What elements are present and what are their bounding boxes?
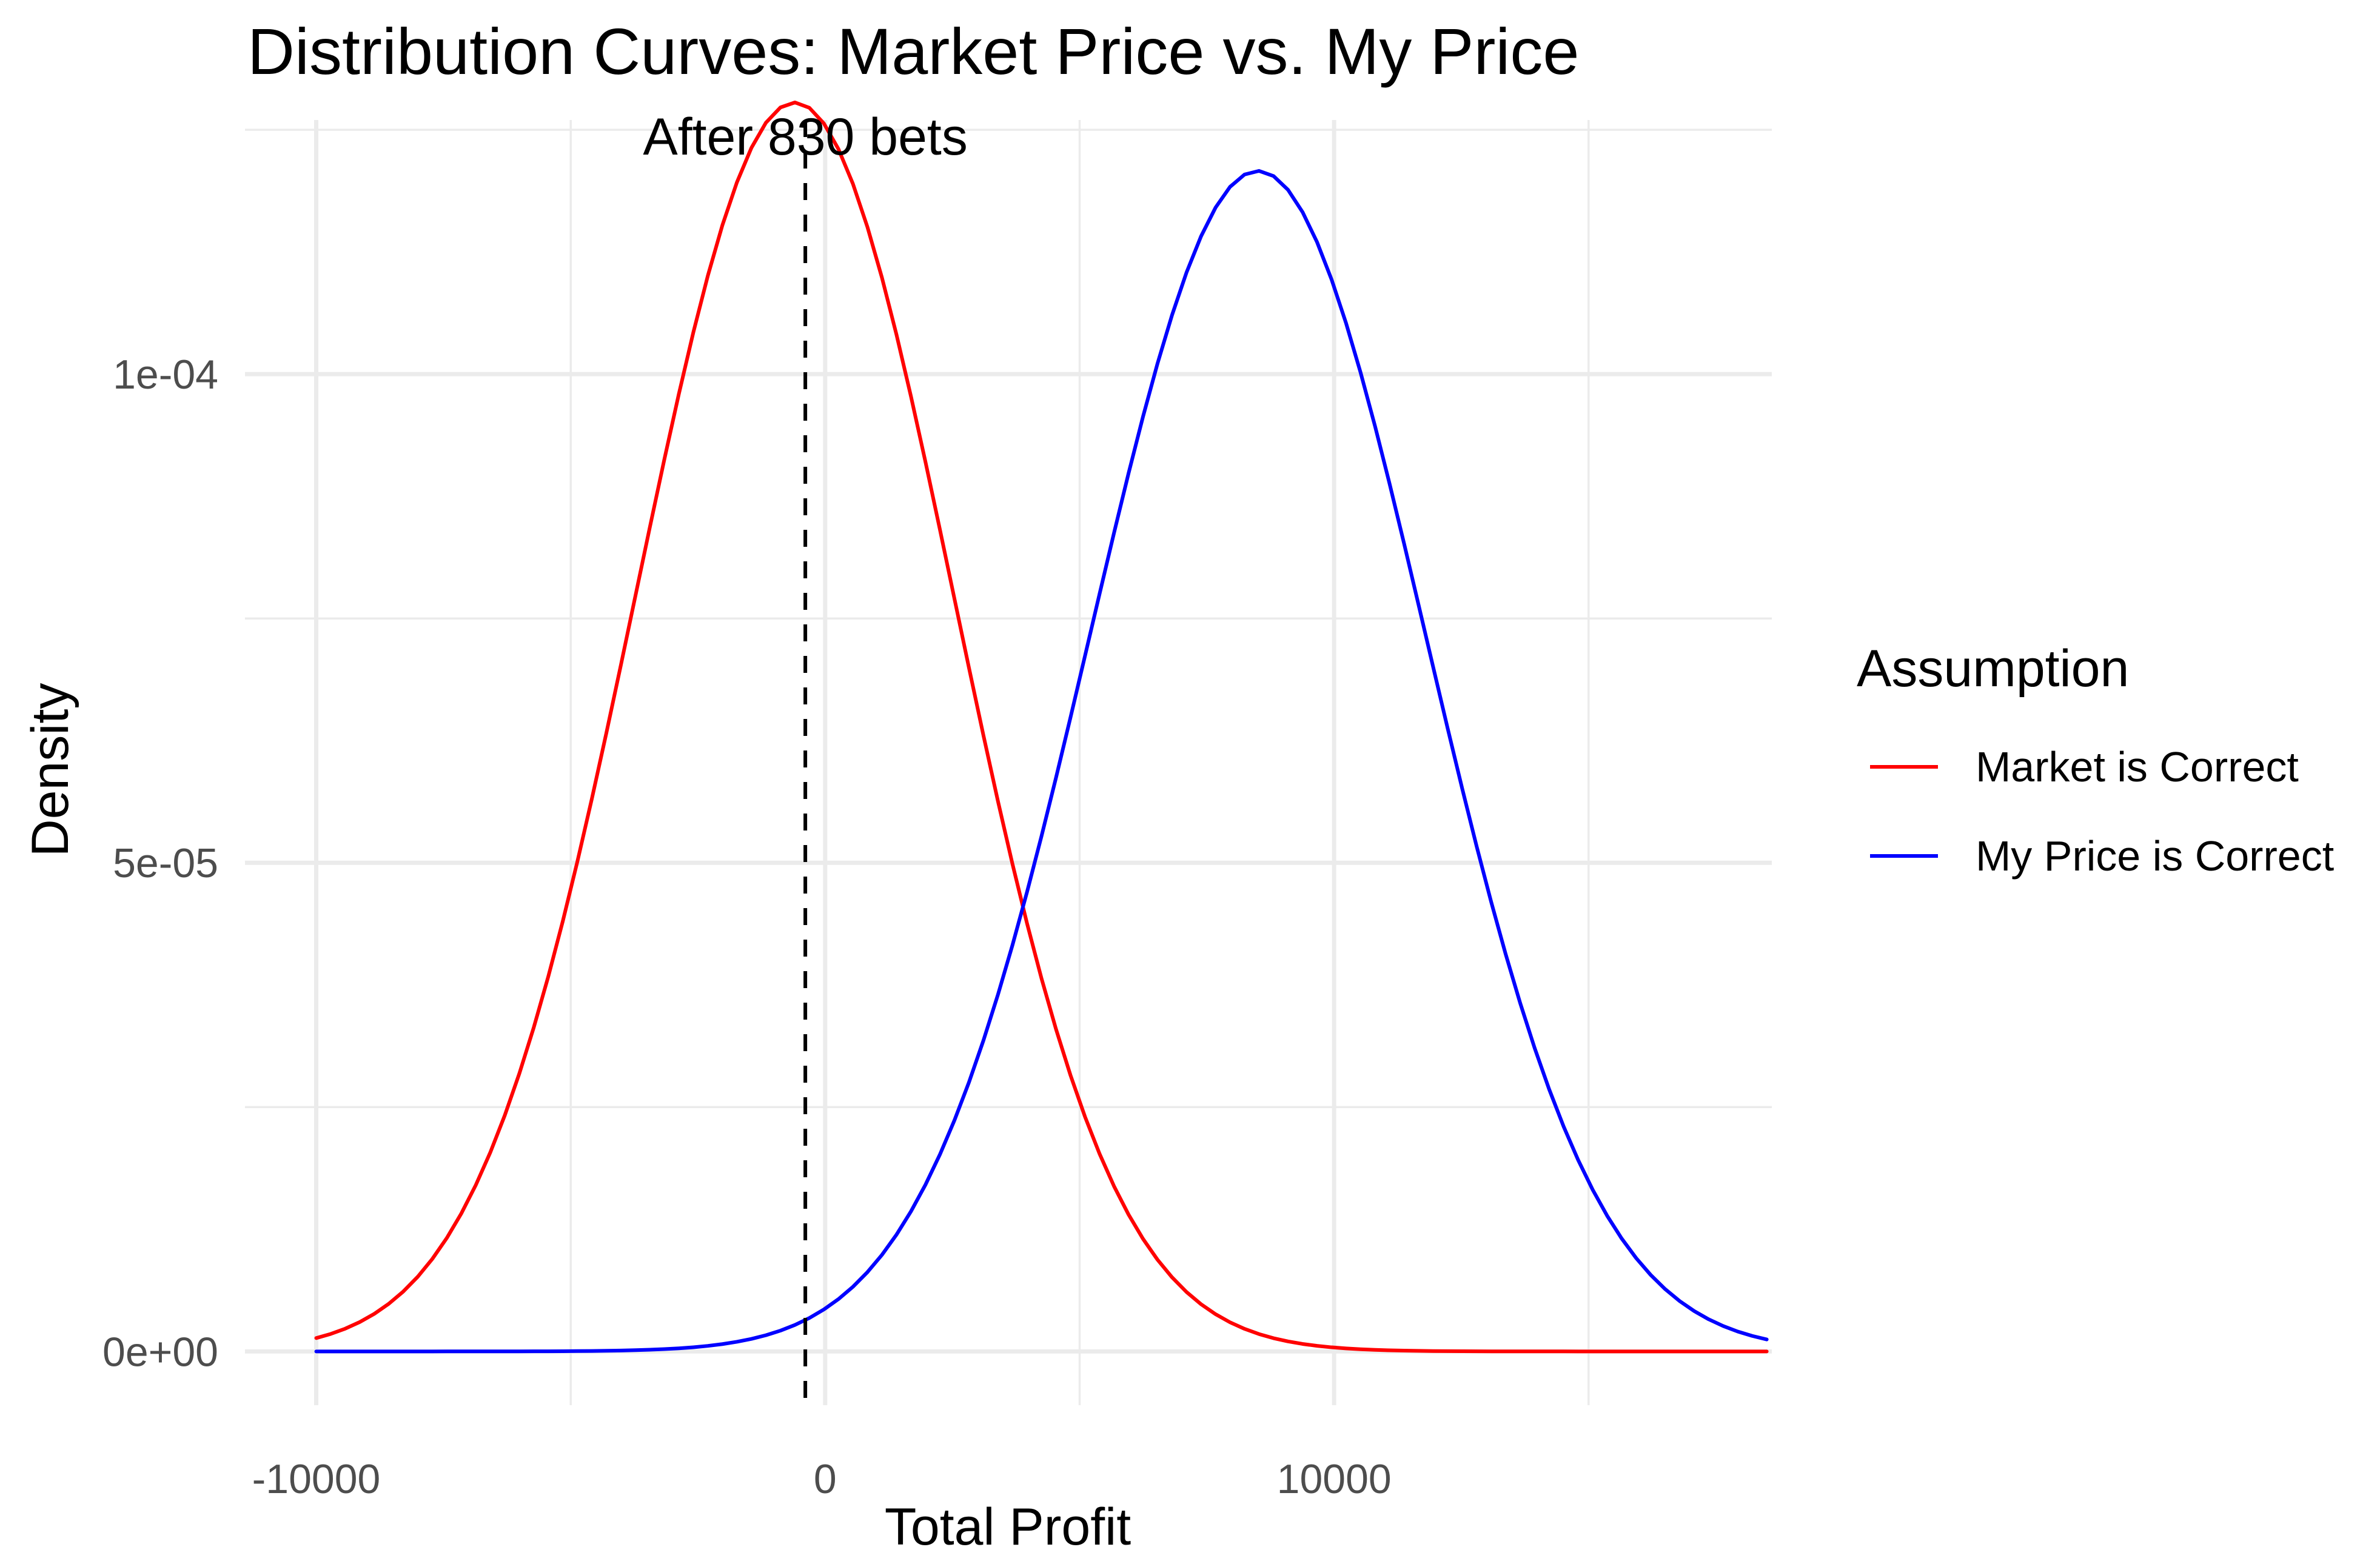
series-lines bbox=[314, 100, 1769, 1354]
y-axis-title: Density bbox=[21, 683, 79, 857]
series-line-market-is-correct bbox=[314, 100, 1769, 1354]
x-tick-label: 0 bbox=[814, 1456, 837, 1502]
legend-label-my-price-is-correct: My Price is Correct bbox=[1976, 832, 2334, 880]
x-tick-label: 10000 bbox=[1277, 1456, 1392, 1502]
legend-label-market-is-correct: Market is Correct bbox=[1976, 743, 2299, 790]
legend-items: Market is Correct My Price is Correct bbox=[1870, 743, 2334, 880]
y-tick-label: 0e+00 bbox=[102, 1329, 218, 1375]
y-axis-ticks: 0e+00 5e-05 1e-04 bbox=[102, 352, 218, 1375]
x-axis-title: Total Profit bbox=[885, 1498, 1131, 1556]
legend: Assumption Market is Correct My Price is … bbox=[1857, 640, 2334, 880]
legend-title: Assumption bbox=[1857, 640, 2129, 698]
y-tick-label: 1e-04 bbox=[113, 352, 218, 398]
annotation-label: After 830 bets bbox=[643, 108, 967, 166]
plot-panel: After 830 bets bbox=[245, 100, 1772, 1405]
chart-title: Distribution Curves: Market Price vs. My… bbox=[247, 15, 1580, 88]
major-gridlines bbox=[245, 120, 1772, 1405]
x-axis-ticks: -10000 0 10000 bbox=[252, 1456, 1392, 1502]
x-tick-label: -10000 bbox=[252, 1456, 381, 1502]
minor-gridlines bbox=[245, 120, 1772, 1405]
series-line-my-price-is-correct bbox=[314, 169, 1769, 1354]
y-tick-label: 5e-05 bbox=[113, 840, 218, 886]
